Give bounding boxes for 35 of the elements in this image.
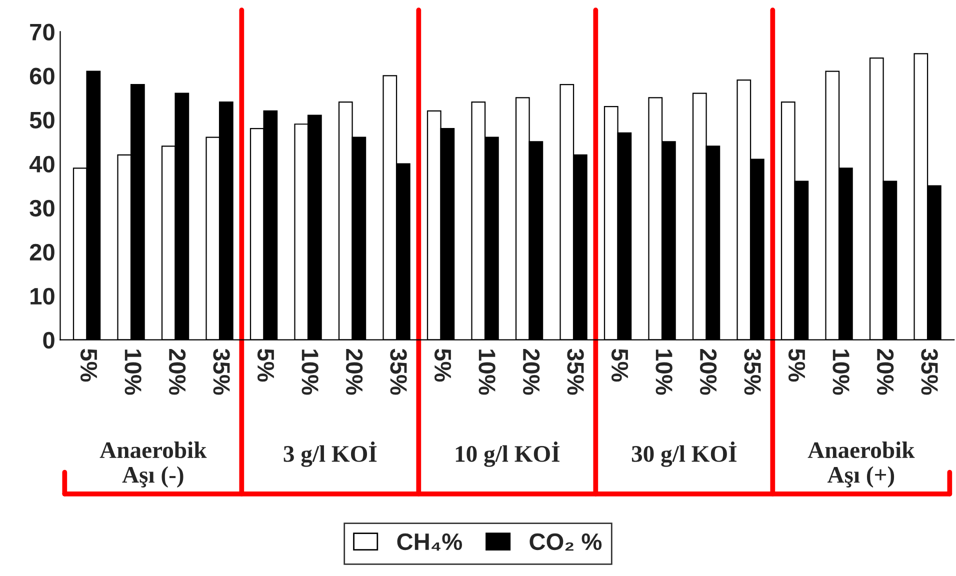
x-tick-label: 35%: [390, 348, 407, 395]
text: Anaerobik Aşı (-): [100, 442, 207, 488]
x-tick-label: 20%: [346, 348, 363, 395]
x-tick-label: 20%: [700, 348, 717, 395]
y-tick-label: 50: [30, 112, 54, 129]
legend-label: CO₂ %: [530, 533, 602, 551]
x-tick-label: 35%: [567, 348, 584, 395]
x-tick-label: 20%: [168, 348, 186, 395]
x-tick-label: 5%: [611, 348, 628, 382]
x-tick-label: 10%: [832, 350, 850, 395]
x-tick-label: 35%: [213, 348, 230, 395]
y-tick-label: 30: [30, 200, 54, 217]
y-tick-label: 40: [29, 156, 54, 173]
x-tick-label: 10%: [478, 350, 496, 395]
text: 10 g/l KOİ: [456, 442, 560, 467]
legend-label: CH₄%: [397, 533, 462, 551]
y-tick-label: 70: [30, 24, 54, 40]
x-tick-label: 10%: [302, 350, 318, 395]
y-tick-label: 10: [30, 288, 54, 305]
text: 30 g/l KOİ: [632, 442, 736, 467]
x-tick-label: 35%: [744, 348, 761, 395]
x-tick-label: 5%: [434, 348, 452, 382]
x-tick-label: 20%: [522, 348, 540, 395]
x-tick-label: 5%: [788, 348, 806, 382]
x-tick-label: 20%: [876, 348, 894, 395]
text: 3 g/l KOİ: [284, 442, 377, 467]
text: Anaerobik Aşı (+): [808, 442, 915, 488]
x-tick-label: 35%: [921, 348, 938, 395]
x-tick-label: 5%: [80, 348, 98, 382]
y-tick-label: 20: [30, 244, 54, 261]
x-tick-label: 10%: [124, 350, 142, 395]
x-tick-label: 10%: [656, 350, 672, 395]
y-tick-label: 60: [30, 68, 54, 84]
x-tick-label: 5%: [257, 348, 274, 382]
y-tick-label: 0: [43, 332, 54, 349]
